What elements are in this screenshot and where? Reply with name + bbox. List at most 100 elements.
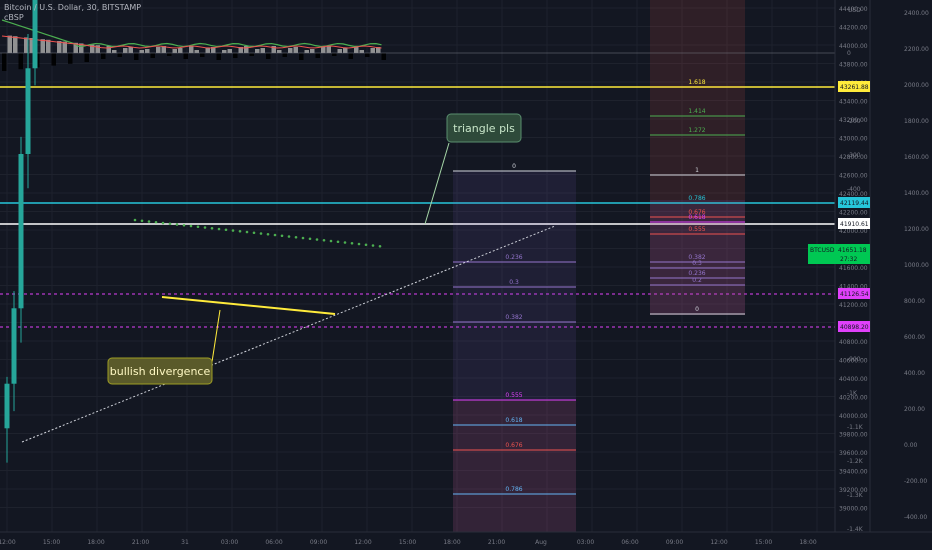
oscillator-bar — [205, 48, 210, 53]
fib-level-label: 0.676 — [688, 209, 705, 216]
oscillator-bar — [266, 53, 271, 59]
oscillator-bar — [354, 46, 359, 53]
oscillator-bar — [343, 48, 348, 53]
oscillator-bar — [24, 37, 29, 53]
time-tick: 06:00 — [621, 539, 638, 546]
price-tick: 41400.00 — [839, 284, 868, 291]
fib-box-left — [453, 171, 576, 532]
oscillator-bar — [7, 35, 12, 53]
time-tick: 09:00 — [666, 539, 683, 546]
price-tick: 42400.00 — [839, 191, 868, 198]
oscillator-bar — [101, 53, 106, 59]
fib-level-label: 1.618 — [688, 79, 705, 86]
fib-level-label: 0.382 — [505, 314, 522, 321]
oscillator-bar — [139, 50, 144, 53]
oscillator-bar — [134, 53, 139, 60]
oscillator-bar — [288, 48, 293, 53]
fib-level-label: 0.2 — [692, 277, 702, 284]
dotted-resistance — [287, 235, 291, 238]
oscillator-bar — [216, 53, 221, 60]
oscillator-bar — [348, 53, 353, 59]
oscillator-bar — [277, 50, 282, 53]
time-tick: 03:00 — [221, 539, 238, 546]
pct-tick: -900 — [847, 356, 861, 363]
price-tick: 40400.00 — [839, 376, 868, 383]
dotted-resistance — [245, 230, 249, 234]
time-tick: 12:00 — [710, 539, 727, 546]
oscillator-bar — [161, 46, 166, 53]
current-countdown: 27:32 — [840, 256, 857, 263]
time-tick: 03:00 — [577, 539, 594, 546]
pct-tick: -1.1K — [847, 424, 864, 431]
fib-level-label: 0.618 — [505, 417, 522, 424]
dotted-resistance — [378, 244, 382, 248]
dotted-resistance — [343, 241, 347, 244]
callout-box-triangle — [446, 113, 522, 143]
oscillator-green-line — [1, 19, 382, 48]
pct-tick: -1K — [847, 390, 858, 397]
time-tick: 18:00 — [443, 539, 460, 546]
oscillator-bar — [211, 47, 216, 53]
oscillator-bar — [293, 47, 298, 53]
price-tick: 39600.00 — [839, 450, 868, 457]
oscillator-bar — [178, 48, 183, 53]
dotted-resistance — [161, 221, 165, 225]
oscillator-bar — [233, 53, 238, 58]
candle-body — [4, 383, 10, 429]
oscillator-bar — [321, 47, 326, 53]
price-label-cyan: 42119.44 — [840, 200, 869, 207]
right-tick: 0.00 — [904, 442, 918, 449]
right-tick: 200.00 — [904, 406, 925, 413]
price-tick: 40800.00 — [839, 339, 868, 346]
oscillator-bar — [260, 48, 265, 53]
price-tick: 39000.00 — [839, 506, 868, 513]
fib-level-label: 0.786 — [505, 486, 522, 493]
oscillator-bar — [304, 50, 309, 53]
dotted-resistance — [182, 223, 186, 227]
price-tick: 40000.00 — [839, 413, 868, 420]
fib-level-label: 1.272 — [688, 127, 705, 134]
fib-level-label: 0 — [695, 306, 699, 313]
oscillator-bar — [332, 53, 337, 56]
oscillator-bar — [79, 43, 84, 53]
fib-level-label: 0.236 — [688, 270, 705, 277]
oscillator-bar — [337, 49, 342, 53]
price-tick: 43800.00 — [839, 62, 868, 69]
oscillator-bar — [255, 49, 260, 53]
price-tick: 40600.00 — [839, 358, 868, 365]
oscillator-bar — [145, 49, 150, 53]
dotted-resistance — [210, 226, 214, 230]
time-tick: 31 — [181, 539, 189, 546]
callout-pointer — [424, 142, 450, 225]
time-tick: 06:00 — [265, 539, 282, 546]
pct-tick: -400 — [847, 186, 861, 193]
oscillator-bar — [189, 46, 194, 53]
oscillator-bar — [244, 46, 249, 53]
time-tick: 18:00 — [799, 539, 816, 546]
fib-level-label: 0.3 — [509, 279, 519, 286]
price-label-white: 41910.61 — [840, 221, 869, 228]
dotted-resistance — [336, 240, 340, 244]
dotted-resistance — [231, 229, 235, 232]
pct-tick: -300 — [847, 152, 861, 159]
dotted-resistance — [133, 218, 137, 222]
time-tick: 12:00 — [0, 539, 16, 546]
pct-tick: -1.2K — [847, 458, 864, 465]
right-tick: 1400.00 — [904, 190, 929, 197]
price-tick: 39200.00 — [839, 487, 868, 494]
price-tick: 41200.00 — [839, 302, 868, 309]
time-tick: 15:00 — [399, 539, 416, 546]
price-label-magenta: 40898.20 — [840, 324, 869, 331]
current-price-bg — [808, 244, 870, 264]
oscillator-bar — [249, 53, 254, 56]
dotted-resistance — [364, 243, 368, 247]
right-tick: 800.00 — [904, 298, 925, 305]
dotted-resistance — [238, 229, 242, 233]
oscillator-bar — [51, 53, 56, 66]
price-tick: 44000.00 — [839, 43, 868, 50]
oscillator-bar — [238, 47, 243, 53]
time-tick: 15:00 — [755, 539, 772, 546]
dotted-resistance — [315, 238, 319, 241]
time-tick: 21:00 — [488, 539, 505, 546]
